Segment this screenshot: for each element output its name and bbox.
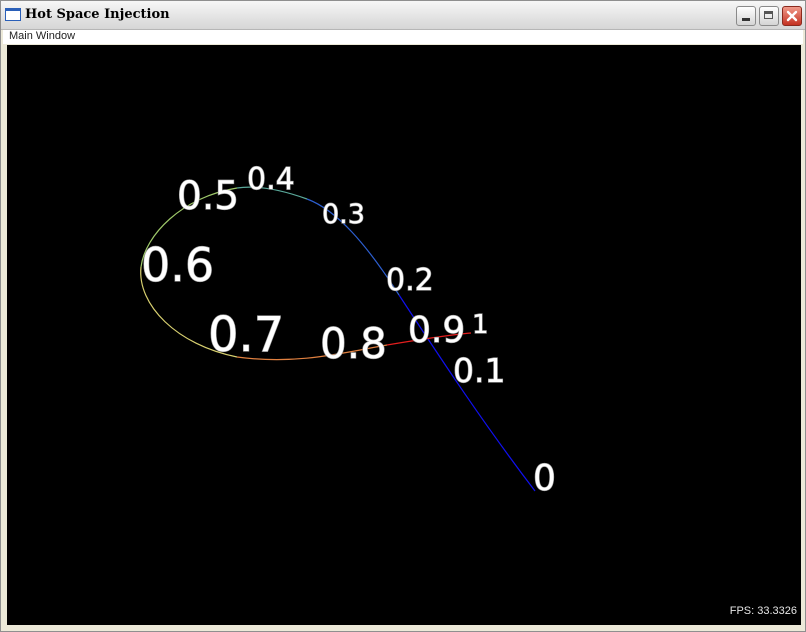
render-viewport[interactable]: 0 0.1 0.2 0.3 0.4 0.5 0.6 0.7 0.8 0.9 1 … bbox=[7, 45, 801, 625]
minimize-button[interactable] bbox=[736, 6, 756, 26]
curve-label-0-3: 0.3 bbox=[322, 199, 365, 230]
curve-label-0: 0 bbox=[533, 458, 556, 499]
curve-segment-orange bbox=[236, 344, 388, 361]
close-button[interactable] bbox=[782, 6, 802, 26]
curve-label-0-4: 0.4 bbox=[247, 162, 295, 197]
curve-label-0-2: 0.2 bbox=[386, 263, 434, 298]
curve-segment-blue-2 bbox=[306, 198, 400, 296]
curve-segment-red bbox=[386, 332, 472, 346]
maximize-button[interactable] bbox=[759, 6, 779, 26]
curve-label-0-6: 0.6 bbox=[141, 238, 214, 292]
app-window-icon bbox=[5, 8, 21, 21]
curve-label-0-7: 0.7 bbox=[208, 307, 284, 363]
curve-label-1: 1 bbox=[472, 310, 489, 340]
curve-segment-blue bbox=[398, 294, 536, 492]
curve-label-0-5: 0.5 bbox=[177, 174, 239, 219]
title-bar[interactable]: Hot Space Injection bbox=[1, 1, 805, 30]
curve-segment-green bbox=[140, 187, 238, 268]
curve-label-0-8: 0.8 bbox=[320, 319, 387, 368]
close-icon bbox=[786, 10, 798, 22]
curve-segment-teal bbox=[236, 186, 308, 200]
curve-segment-yellow bbox=[140, 266, 238, 358]
curve-label-0-9: 0.9 bbox=[408, 310, 465, 351]
curve-canvas: 0 0.1 0.2 0.3 0.4 0.5 0.6 0.7 0.8 0.9 1 bbox=[140, 161, 557, 500]
window-title: Hot Space Injection bbox=[25, 7, 170, 22]
window-label-bar: Main Window bbox=[3, 30, 803, 44]
fps-counter: FPS: 33.3326 bbox=[729, 605, 797, 617]
window-label: Main Window bbox=[9, 30, 76, 42]
curve-label-0-1: 0.1 bbox=[453, 351, 505, 390]
